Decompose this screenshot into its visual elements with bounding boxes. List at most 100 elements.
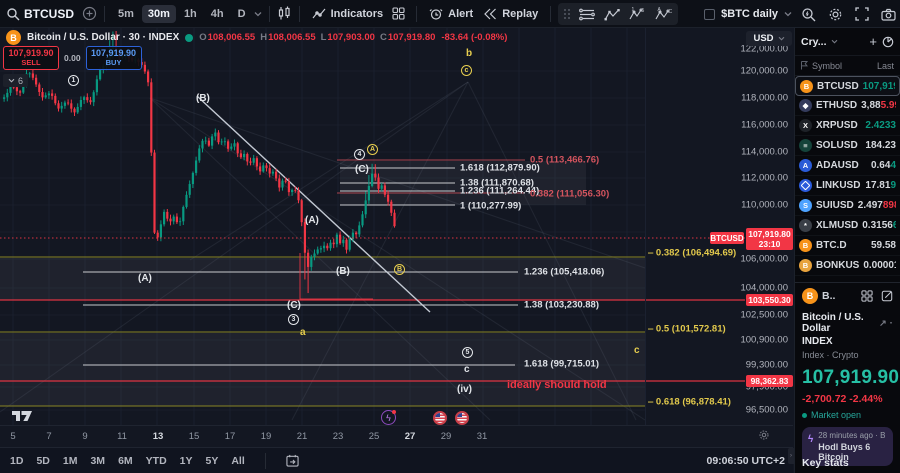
range-3m[interactable]: 3M [90, 454, 106, 467]
watchlist-row-xrpusd[interactable]: X XRPUSD 2.4233 [795, 116, 900, 136]
trend-lines-tool-icon[interactable] [579, 8, 595, 21]
compose-icon[interactable] [881, 290, 893, 302]
price-tick: 106,000.00 [740, 253, 788, 265]
legend-title[interactable]: Bitcoin / U.S. Dollar · 30 · INDEX [27, 32, 180, 43]
chevron-down-icon[interactable] [831, 39, 838, 44]
timeframe-30m[interactable]: 30m [141, 4, 176, 23]
compare-add-icon[interactable] [82, 6, 97, 21]
time-axis[interactable]: 5 7 9 11 13 15 17 19 21 23 25 27 29 31 [0, 425, 793, 447]
layout-checkbox[interactable] [704, 8, 716, 20]
polyline-tool-icon[interactable] [604, 8, 620, 21]
axis-divider [645, 28, 646, 425]
separator [264, 452, 266, 469]
add-symbol-icon[interactable]: + [869, 34, 877, 49]
svg-text:5: 5 [642, 8, 645, 14]
range-5d[interactable]: 5D [36, 454, 50, 467]
price-level-tag: 103,550.30 [746, 294, 793, 306]
alert-button[interactable]: Alert [424, 4, 478, 24]
price-tick: 110,000.00 [741, 199, 788, 211]
axis-settings-gear-icon[interactable] [758, 429, 770, 441]
symbol-name: ETHUSD [816, 100, 858, 111]
symbol-last-price: 2.4233 [865, 120, 896, 131]
tradingview-logo[interactable] [10, 407, 34, 423]
timeframe-1h[interactable]: 1h [183, 7, 197, 20]
watchlist-row-solusd[interactable]: ≡ SOLUSD 184.23 [795, 136, 900, 156]
fib-level-label: 1.38 (111,870.68) [460, 177, 534, 189]
wave-label: (B) [196, 93, 210, 104]
svg-text:C: C [669, 9, 673, 15]
indicators-collapse-chip[interactable]: 6 [3, 74, 29, 87]
indicator-templates-icon[interactable] [392, 7, 405, 20]
drag-handle-icon[interactable] [564, 9, 570, 19]
us-flag-event-icon[interactable] [433, 411, 447, 425]
indicators-button[interactable]: Indicators [307, 4, 389, 23]
external-link-icon[interactable]: ↗ [879, 317, 887, 328]
range-1d[interactable]: 1D [10, 454, 24, 467]
clock[interactable]: 09:06:50 UTC+2 [706, 454, 786, 467]
fib-level-label: 1.38 (103,230.88) [524, 299, 600, 311]
buy-button[interactable]: 107,919.90 BUY [85, 46, 142, 70]
separator [416, 5, 418, 22]
trade-panel: 107,919.90 SELL 0.00 107,919.90 BUY [3, 46, 142, 70]
detail-pair-name[interactable]: Bitcoin / U.S. Dollar ↗ · [802, 312, 893, 334]
settings-gear-icon[interactable] [828, 7, 843, 22]
search-icon[interactable] [6, 7, 20, 21]
symbol-name: BONKUS [816, 260, 860, 271]
sell-button[interactable]: 107,919.90 SELL [3, 46, 59, 70]
timeframe-5m[interactable]: 5m [118, 7, 134, 20]
symbol-icon [799, 179, 812, 192]
timeframe-D[interactable]: D [237, 7, 246, 20]
time-tick: 13 [152, 431, 164, 442]
news-meta: 28 minutes ago · B [818, 431, 886, 440]
wave-label: 1 [68, 74, 79, 86]
time-tick: 29 [440, 431, 452, 442]
watchlist-row-adausd[interactable]: A ADAUSD 0.644 [795, 156, 900, 176]
range-ytd[interactable]: YTD [145, 454, 167, 467]
time-tick: 7 [46, 431, 52, 442]
quick-search-icon[interactable] [801, 7, 816, 22]
timeframe-4h[interactable]: 4h [210, 7, 224, 20]
snapshot-camera-icon[interactable] [881, 8, 896, 21]
chart-legend: B Bitcoin / U.S. Dollar · 30 · INDEX O10… [6, 30, 507, 45]
us-flag-event-icon[interactable] [455, 411, 469, 425]
layout-chevron-icon[interactable] [784, 11, 792, 17]
fib-axis-label: ‒ 0.618 (96,878.41) [648, 396, 731, 408]
symbol-search-button[interactable]: BTCUSD [24, 6, 74, 21]
watchlist-row-linkusd[interactable]: LINKUSD 17.819 [795, 176, 900, 196]
watchlist-tab[interactable]: Cry... [801, 35, 827, 48]
heatmap-donut-icon[interactable] [882, 36, 894, 48]
idea-event-icon[interactable]: ϟ [381, 410, 396, 425]
grid-view-icon[interactable] [861, 290, 873, 302]
range-1m[interactable]: 1M [62, 454, 78, 467]
timeframe-chevron-icon[interactable] [254, 11, 262, 17]
range-6m[interactable]: 6M [118, 454, 133, 467]
symbol-last-price: 184.23 [865, 140, 896, 151]
range-5y[interactable]: 5Y [205, 454, 219, 467]
currency-dropdown[interactable]: USD [746, 31, 792, 46]
replay-button[interactable]: Replay [478, 5, 543, 23]
wave-label: (A) [305, 215, 319, 226]
ohlc-values: O108,006.55 H108,006.55 L107,903.00 C107,91… [199, 32, 435, 43]
range-1y[interactable]: 1Y [179, 454, 193, 467]
news-card[interactable]: ϟ 28 minutes ago · B Hodl Buys 6 Bitcoin [802, 427, 893, 466]
layout-selector[interactable]: $BTC daily [704, 0, 792, 28]
watchlist-row-btc.d[interactable]: B BTC.D 59.58 [795, 236, 900, 256]
detail-price: 107,919.90 [802, 367, 900, 388]
watchlist-row-xlmusd[interactable]: * XLMUSD 0.31566 [795, 216, 900, 236]
wave-label: (A) [138, 273, 152, 284]
symbol-icon: ≡ [799, 139, 812, 152]
chart-note: ideally should hold [507, 379, 607, 391]
range-all[interactable]: All [231, 454, 245, 467]
candle-style-icon[interactable] [277, 6, 292, 21]
go-to-date-icon[interactable] [286, 454, 299, 467]
fullscreen-icon[interactable] [855, 7, 869, 21]
panel-collapse-handle[interactable]: › [788, 448, 794, 464]
time-tick: 23 [332, 431, 344, 442]
layout-name[interactable]: $BTC daily [721, 8, 778, 20]
